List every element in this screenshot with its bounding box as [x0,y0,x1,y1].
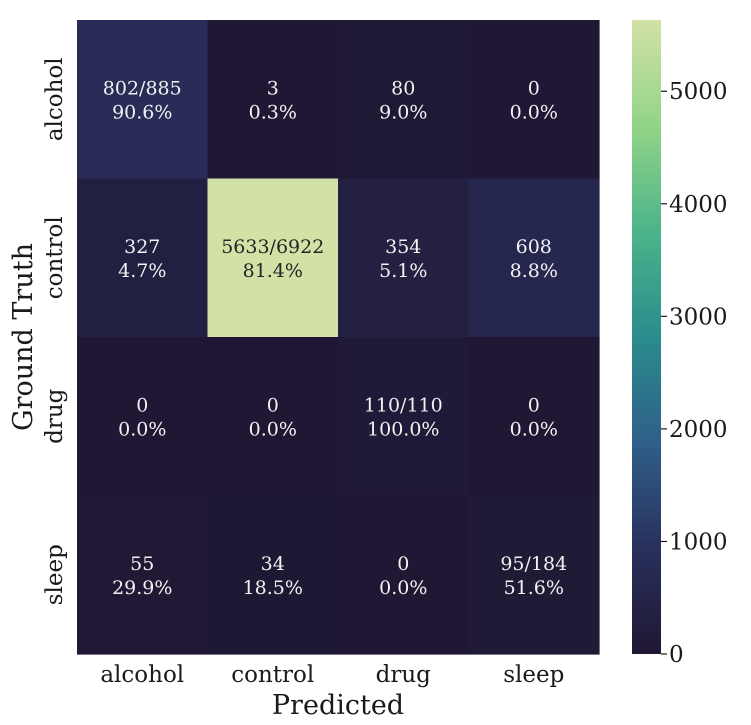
colorbar-tick-label-3000: 3000 [669,304,728,330]
colorbar-tick-label-1000: 1000 [669,529,728,555]
heatmap-cell-sleep-sleep [468,495,600,655]
cell-label-sleep-drug-percent: 0.0% [379,577,427,599]
cell-label-alcohol-drug-percent: 9.0% [379,101,427,123]
cell-label-sleep-sleep-count: 95/184 [500,553,567,575]
heatmap-cell-sleep-drug [338,495,470,655]
cell-label-sleep-control-percent: 18.5% [243,577,303,599]
cell-label-alcohol-sleep-count: 0 [528,77,540,99]
colorbar-tick-label-2000: 2000 [669,417,728,443]
x-tick-labels: alcohol control drug sleep [100,662,564,688]
heatmap-cell-alcohol-sleep [468,20,600,180]
cell-label-drug-drug-percent: 100.0% [367,418,439,440]
heatmap-cell-drug-control [207,337,339,497]
cell-label-alcohol-sleep-percent: 0.0% [510,101,558,123]
cell-label-control-alcohol-count: 327 [124,236,160,258]
cell-label-alcohol-control-percent: 0.3% [249,101,297,123]
x-tick-label-sleep: sleep [503,662,564,688]
y-axis-title: Ground Truth [8,243,39,431]
cell-label-control-sleep-count: 608 [516,236,552,258]
colorbar [632,20,661,654]
heatmap-cell-drug-sleep [468,337,600,497]
cell-label-control-control-percent: 81.4% [243,260,303,282]
heatmap-cell-control-alcohol [77,178,209,338]
y-tick-label-sleep: sleep [42,544,68,605]
colorbar-tick-label-5000: 5000 [669,79,728,105]
cell-label-sleep-control-count: 34 [261,553,285,575]
x-tick-label-alcohol: alcohol [100,662,184,688]
heatmap-cells [77,20,600,655]
y-tick-label-control: control [42,216,68,299]
y-tick-label-drug: drug [42,388,68,444]
cell-label-alcohol-control-count: 3 [267,77,279,99]
cell-label-alcohol-alcohol-count: 802/885 [103,77,182,99]
cell-label-sleep-drug-count: 0 [397,553,409,575]
heatmap-cell-sleep-control [207,495,339,655]
y-tick-labels: alcohol control drug sleep [42,57,68,605]
colorbar-tick-label-0: 0 [669,642,684,668]
heatmap-cell-control-control [207,178,339,338]
x-axis-title: Predicted [272,690,404,721]
cell-label-control-alcohol-percent: 4.7% [118,260,166,282]
cell-label-drug-control-count: 0 [267,394,279,416]
x-tick-label-drug: drug [376,662,432,688]
heatmap-cell-sleep-alcohol [77,495,209,655]
cell-label-sleep-sleep-percent: 51.6% [504,577,564,599]
heatmap-cell-alcohol-alcohol [77,20,209,180]
cell-label-drug-drug-count: 110/110 [364,394,443,416]
heatmap-cell-alcohol-control [207,20,339,180]
cell-label-control-drug-count: 354 [385,236,421,258]
cell-label-sleep-alcohol-count: 55 [130,553,154,575]
cell-label-drug-alcohol-count: 0 [136,394,148,416]
heatmap-cell-control-sleep [468,178,600,338]
heatmap-cell-drug-drug [338,337,470,497]
cell-label-alcohol-alcohol-percent: 90.6% [112,101,172,123]
cell-label-alcohol-drug-count: 80 [391,77,415,99]
cell-label-sleep-alcohol-percent: 29.9% [112,577,172,599]
cell-label-drug-control-percent: 0.0% [249,418,297,440]
cell-label-drug-alcohol-percent: 0.0% [118,418,166,440]
cell-label-drug-sleep-count: 0 [528,394,540,416]
cell-label-control-drug-percent: 5.1% [379,260,427,282]
y-tick-label-alcohol: alcohol [42,57,68,141]
colorbar-ticks: 0 1000 2000 3000 4000 5000 [661,79,728,668]
cell-label-control-control-count: 5633/6922 [221,236,324,258]
heatmap-cell-drug-alcohol [77,337,209,497]
colorbar-tick-label-4000: 4000 [669,192,728,218]
heatmap-cell-control-drug [338,178,470,338]
x-tick-label-control: control [231,662,314,688]
cell-label-control-sleep-percent: 8.8% [510,260,558,282]
heatmap-annotations: 802/88590.6%30.3%809.0%00.0%3274.7%5633/… [103,77,567,599]
cell-label-drug-sleep-percent: 0.0% [510,418,558,440]
heatmap-cell-alcohol-drug [338,20,470,180]
